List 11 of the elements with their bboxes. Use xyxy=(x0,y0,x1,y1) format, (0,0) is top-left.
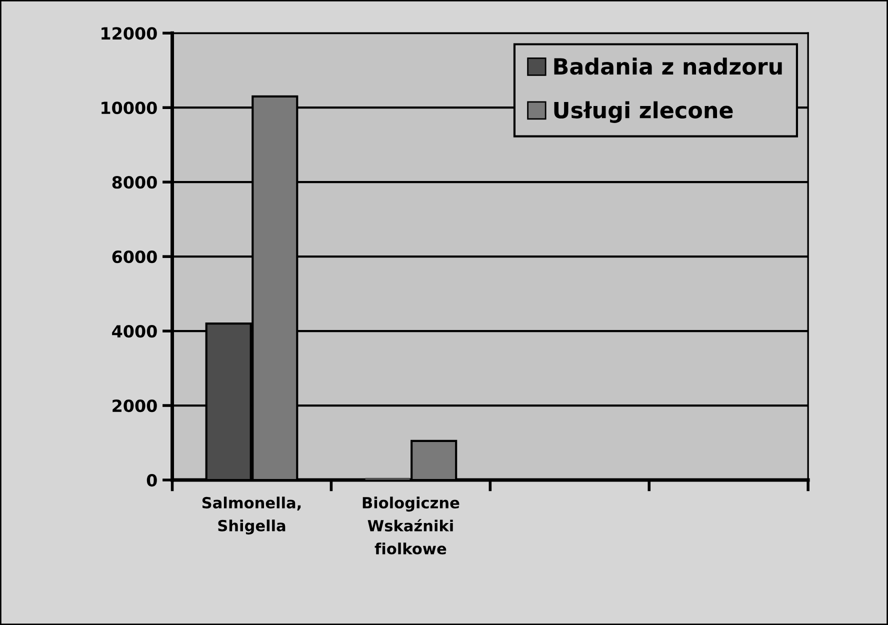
x-tick-label: Biologiczne Wskaźniki fiolkowe xyxy=(362,496,460,554)
y-tick-label: 8000 xyxy=(112,176,157,189)
y-tick-label: 10000 xyxy=(102,102,157,114)
y-tick-label: 2000 xyxy=(112,399,157,412)
legend-label: Badania z nadzoru xyxy=(554,58,782,75)
y-tick-label: 4000 xyxy=(112,325,157,338)
legend-label: Usługi zlecone xyxy=(554,101,733,123)
y-tick-label: 0 xyxy=(146,474,157,487)
y-tick-label: 6000 xyxy=(112,250,157,264)
y-tick-label: 12000 xyxy=(102,27,157,40)
x-tick-label: Salmonella, Shigella xyxy=(202,496,301,534)
